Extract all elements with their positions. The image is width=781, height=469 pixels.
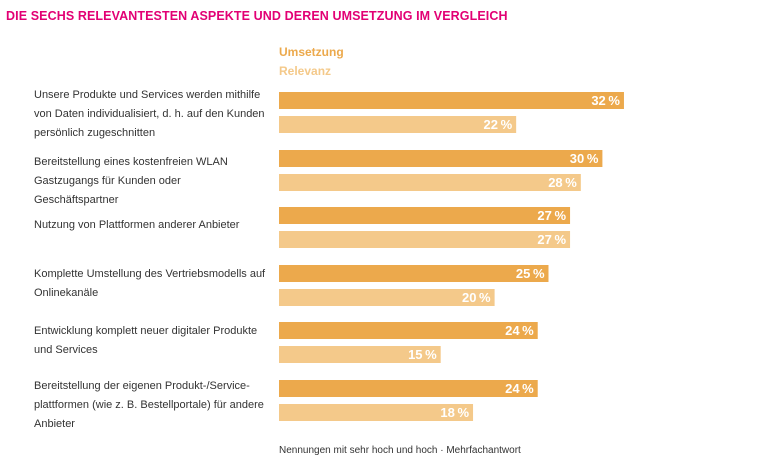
- bar-umsetzung-2: [279, 150, 603, 167]
- value-label-relevanz-3: 27 %: [537, 232, 566, 247]
- value-label-relevanz-5: 15 %: [408, 347, 437, 362]
- category-label-1: Unsere Produkte und Services werden mith…: [34, 89, 265, 139]
- bar-relevanz-6: [279, 404, 474, 421]
- bar-umsetzung-1: [279, 92, 624, 109]
- value-label-relevanz-1: 22 %: [484, 117, 513, 132]
- value-label-relevanz-6: 18 %: [440, 405, 469, 420]
- value-label-umsetzung-6: 24 %: [505, 381, 534, 396]
- value-label-umsetzung-3: 27 %: [537, 208, 566, 223]
- value-label-umsetzung-2: 30 %: [570, 151, 599, 166]
- value-label-umsetzung-4: 25 %: [516, 266, 545, 281]
- category-label-3: Nutzung von Plattformen anderer Anbieter: [34, 219, 240, 231]
- footnote: Nennungen mit sehr hoch und hoch · Mehrf…: [279, 445, 521, 456]
- category-label-4: Komplette Umstellung des Vertriebsmodell…: [34, 268, 266, 299]
- chart-title: DIE SECHS RELEVANTESTEN ASPEKTE UND DERE…: [6, 9, 508, 23]
- legend-umsetzung: Umsetzung: [279, 45, 344, 59]
- bar-umsetzung-6: [279, 380, 538, 397]
- bar-relevanz-2: [279, 174, 581, 191]
- bar-umsetzung-4: [279, 265, 549, 282]
- bar-umsetzung-3: [279, 207, 571, 224]
- category-label-5: Entwicklung komplett neuer digitaler Pro…: [34, 325, 258, 356]
- value-label-umsetzung-5: 24 %: [505, 323, 534, 338]
- bar-relevanz-1: [279, 116, 517, 133]
- value-label-relevanz-4: 20 %: [462, 290, 491, 305]
- bar-relevanz-3: [279, 231, 571, 248]
- value-label-relevanz-2: 28 %: [548, 175, 577, 190]
- legend-relevanz: Relevanz: [279, 64, 332, 78]
- value-label-umsetzung-1: 32 %: [591, 93, 620, 108]
- bar-relevanz-4: [279, 289, 495, 306]
- bar-umsetzung-5: [279, 322, 538, 339]
- category-label-6: Bereitstellung der eigenen Produkt-/Serv…: [34, 380, 264, 430]
- bar-relevanz-5: [279, 346, 441, 363]
- category-label-2: Bereitstellung eines kostenfreien WLAN G…: [34, 156, 228, 206]
